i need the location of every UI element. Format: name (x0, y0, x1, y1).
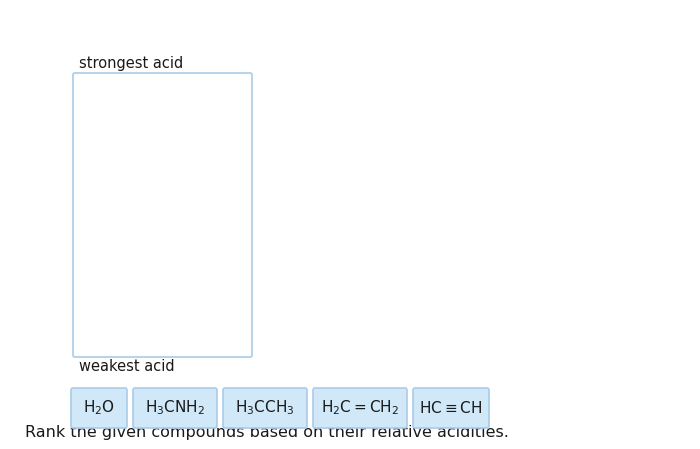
Text: strongest acid: strongest acid (79, 56, 183, 71)
Text: $\mathregular{H_2C{=}CH_2}$: $\mathregular{H_2C{=}CH_2}$ (321, 399, 399, 418)
Text: weakest acid: weakest acid (79, 359, 174, 374)
FancyBboxPatch shape (71, 388, 127, 428)
Text: $\mathregular{H_3CCH_3}$: $\mathregular{H_3CCH_3}$ (235, 399, 295, 418)
FancyBboxPatch shape (413, 388, 489, 428)
FancyBboxPatch shape (223, 388, 307, 428)
Text: $\mathregular{HC{\equiv}CH}$: $\mathregular{HC{\equiv}CH}$ (419, 400, 483, 416)
FancyBboxPatch shape (133, 388, 217, 428)
Text: $\mathregular{H_2O}$: $\mathregular{H_2O}$ (83, 399, 115, 418)
FancyBboxPatch shape (73, 73, 252, 357)
Text: Rank the given compounds based on their relative acidities.: Rank the given compounds based on their … (25, 425, 509, 440)
Text: $\mathregular{H_3CNH_2}$: $\mathregular{H_3CNH_2}$ (145, 399, 205, 418)
FancyBboxPatch shape (313, 388, 407, 428)
